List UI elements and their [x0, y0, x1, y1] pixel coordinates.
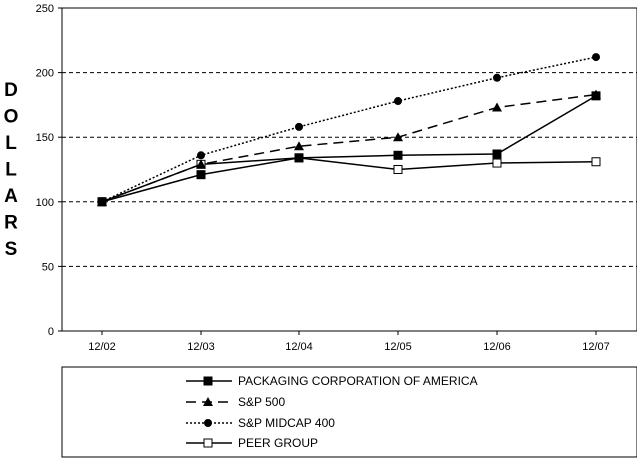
y-axis-label-letter: R — [4, 213, 18, 234]
data-point — [294, 153, 304, 163]
plot-area-frame — [61, 7, 637, 332]
series-line — [101, 56, 597, 203]
y-axis-ticks: 0 50 100 150 200 250 — [36, 3, 62, 338]
legend-marker — [203, 438, 213, 448]
x-tick-label: 12/05 — [384, 341, 412, 353]
series-0 — [97, 91, 601, 207]
legend-marker — [203, 397, 213, 406]
series-1 — [97, 89, 601, 206]
data-point — [493, 73, 501, 82]
grid-lines — [62, 72, 637, 267]
legend-entry: S&P MIDCAP 400 — [186, 416, 335, 430]
series-line — [101, 157, 597, 203]
data-point — [393, 150, 403, 160]
y-axis-label-letter: L — [5, 133, 17, 154]
y-tick-label: 150 — [36, 132, 54, 144]
y-axis-label-letter: A — [4, 186, 18, 207]
x-tick-label: 12/03 — [187, 341, 215, 353]
series-layer — [97, 53, 601, 207]
y-tick-label: 0 — [48, 326, 54, 338]
data-point — [591, 91, 601, 101]
x-tick-label: 12/02 — [88, 341, 116, 353]
data-point — [492, 102, 502, 112]
data-point — [393, 165, 403, 174]
data-point — [492, 158, 502, 168]
data-point — [591, 157, 601, 167]
legend-label: S&P MIDCAP 400 — [238, 416, 335, 430]
series-line — [101, 95, 597, 203]
data-point — [197, 151, 205, 160]
x-tick-label: 12/04 — [285, 341, 313, 353]
data-point — [592, 53, 600, 62]
legend-entry: PEER GROUP — [186, 436, 318, 450]
data-point — [196, 170, 206, 180]
series-line — [101, 93, 597, 203]
legend-marker — [203, 376, 213, 386]
y-axis-label-letter: D — [4, 80, 18, 101]
y-axis-label-letter: L — [5, 160, 17, 181]
y-axis-label-letter: O — [4, 107, 19, 128]
data-point — [394, 97, 402, 106]
x-tick-label: 12/07 — [582, 341, 610, 353]
series-3 — [97, 153, 601, 207]
legend-marker — [204, 419, 212, 427]
data-point — [295, 122, 303, 131]
y-tick-label: 200 — [36, 68, 54, 80]
legend-entry: PACKAGING CORPORATION OF AMERICA — [186, 374, 478, 388]
data-point — [294, 141, 304, 151]
y-tick-label: 250 — [36, 3, 54, 15]
legend-label: PACKAGING CORPORATION OF AMERICA — [238, 374, 478, 388]
x-axis-ticks: 12/02 12/03 12/04 12/05 12/06 12/07 — [88, 331, 610, 353]
legend: PACKAGING CORPORATION OF AMERICA S&P 500 S… — [186, 374, 478, 450]
y-tick-label: 100 — [36, 197, 54, 209]
legend-label: PEER GROUP — [238, 436, 318, 450]
data-point — [393, 132, 403, 142]
y-axis-label-letter: S — [5, 239, 18, 260]
legend-entry: S&P 500 — [186, 395, 285, 409]
legend-box — [61, 366, 637, 458]
x-tick-label: 12/06 — [483, 341, 511, 353]
legend-label: S&P 500 — [238, 395, 285, 409]
y-tick-label: 50 — [42, 261, 54, 273]
data-point — [492, 149, 502, 159]
data-point — [97, 197, 107, 207]
data-point — [196, 159, 206, 169]
